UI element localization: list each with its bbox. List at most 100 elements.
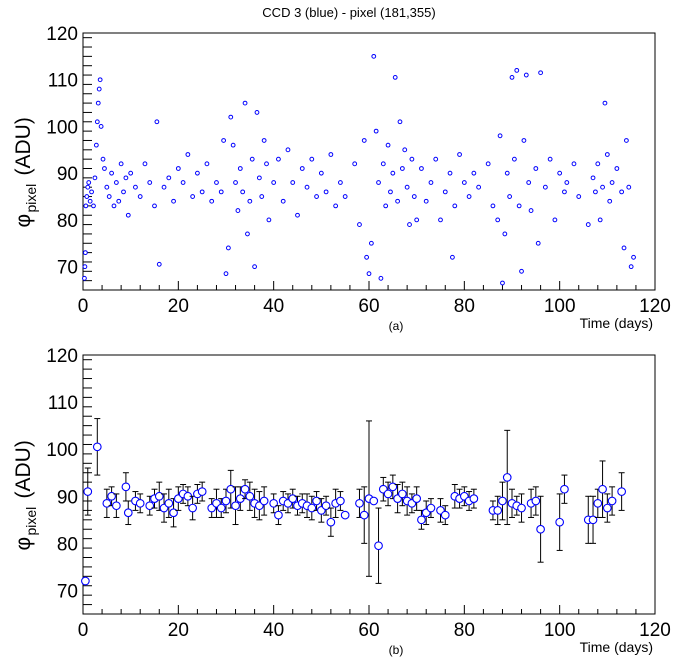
- data-point: [113, 180, 119, 185]
- data-point: [426, 503, 436, 513]
- data-point: [466, 194, 472, 199]
- data-point: [82, 275, 87, 281]
- data-point: [531, 496, 541, 506]
- data-point: [125, 212, 131, 218]
- data-point: [276, 156, 281, 162]
- data-point: [373, 128, 379, 134]
- data-point: [511, 156, 517, 162]
- data-point: [495, 217, 501, 223]
- data-point: [597, 217, 603, 223]
- data-point: [188, 503, 197, 513]
- data-point: [450, 254, 455, 260]
- data-point: [414, 217, 420, 223]
- data-point: [92, 442, 102, 452]
- data-point: [209, 198, 215, 204]
- x-tick-label: 20: [168, 296, 189, 317]
- data-point: [502, 231, 508, 237]
- data-point: [407, 222, 412, 227]
- data-point: [135, 498, 145, 508]
- data-point: [123, 508, 133, 518]
- data-point: [364, 254, 370, 260]
- data-point: [560, 484, 569, 494]
- data-point: [542, 184, 548, 190]
- data-point: [290, 180, 296, 185]
- data-point: [417, 515, 426, 525]
- data-point: [607, 198, 613, 204]
- data-point: [123, 175, 129, 181]
- data-point: [593, 498, 603, 508]
- x-tick-label: 80: [454, 620, 475, 641]
- data-point: [514, 67, 520, 73]
- figure-title: CCD 3 (blue) - pixel (181,355): [262, 5, 436, 20]
- x-tick-label: 0: [78, 620, 89, 641]
- x-tick-label: 40: [263, 296, 284, 317]
- data-point: [235, 208, 241, 213]
- data-point: [547, 156, 553, 162]
- data-point: [555, 517, 565, 527]
- data-point: [271, 180, 277, 185]
- data-point: [507, 194, 513, 199]
- data-point: [326, 517, 336, 527]
- data-point: [438, 217, 443, 223]
- data-point: [457, 152, 462, 157]
- data-point: [164, 498, 174, 508]
- data-point: [593, 189, 598, 195]
- data-point: [221, 138, 227, 143]
- data-point: [195, 170, 200, 176]
- data-point: [357, 222, 362, 227]
- data-point: [402, 147, 408, 153]
- data-point: [485, 161, 491, 167]
- data-point: [180, 180, 186, 185]
- data-point: [87, 198, 93, 204]
- data-point: [433, 156, 439, 162]
- y-tick-label: 110: [48, 71, 78, 92]
- data-point: [493, 506, 503, 515]
- data-point: [442, 189, 448, 195]
- data-point: [242, 100, 248, 106]
- data-point: [476, 184, 482, 190]
- data-point: [528, 208, 534, 213]
- data-point: [100, 156, 106, 162]
- data-point: [338, 180, 343, 185]
- data-point: [516, 203, 522, 209]
- data-point: [576, 194, 582, 199]
- data-point: [628, 264, 634, 270]
- data-point: [121, 189, 126, 195]
- data-point: [240, 189, 246, 195]
- data-point: [536, 524, 545, 534]
- data-point: [240, 484, 250, 494]
- data-point: [204, 161, 210, 167]
- data-point: [156, 261, 162, 267]
- data-point: [98, 124, 104, 129]
- data-point: [230, 142, 236, 148]
- x-axis-label: Time (days): [580, 639, 653, 655]
- data-point: [121, 482, 131, 492]
- y-axis-label-symbol: φ: [12, 214, 35, 228]
- data-point: [91, 203, 96, 209]
- data-point: [128, 170, 134, 176]
- data-point: [626, 184, 632, 190]
- data-point: [112, 501, 121, 511]
- data-point: [111, 203, 117, 209]
- data-point: [254, 110, 260, 115]
- data-point: [598, 484, 607, 494]
- x-tick-label: 40: [263, 620, 284, 641]
- x-tick-label: 120: [639, 620, 671, 641]
- data-point: [118, 161, 124, 167]
- data-point: [395, 198, 401, 204]
- data-point: [411, 194, 417, 199]
- data-point: [133, 184, 138, 190]
- data-point: [264, 161, 269, 167]
- x-tick-label: 100: [544, 620, 576, 641]
- data-point: [336, 496, 345, 506]
- y-tick-label: 100: [46, 440, 78, 461]
- data-point: [295, 212, 300, 218]
- y-tick-label: 110: [48, 393, 78, 414]
- data-point: [585, 222, 591, 227]
- y-tick-label: 90: [57, 487, 78, 508]
- data-point: [285, 147, 291, 153]
- y-tick-label: 70: [57, 581, 78, 602]
- data-point: [137, 194, 143, 199]
